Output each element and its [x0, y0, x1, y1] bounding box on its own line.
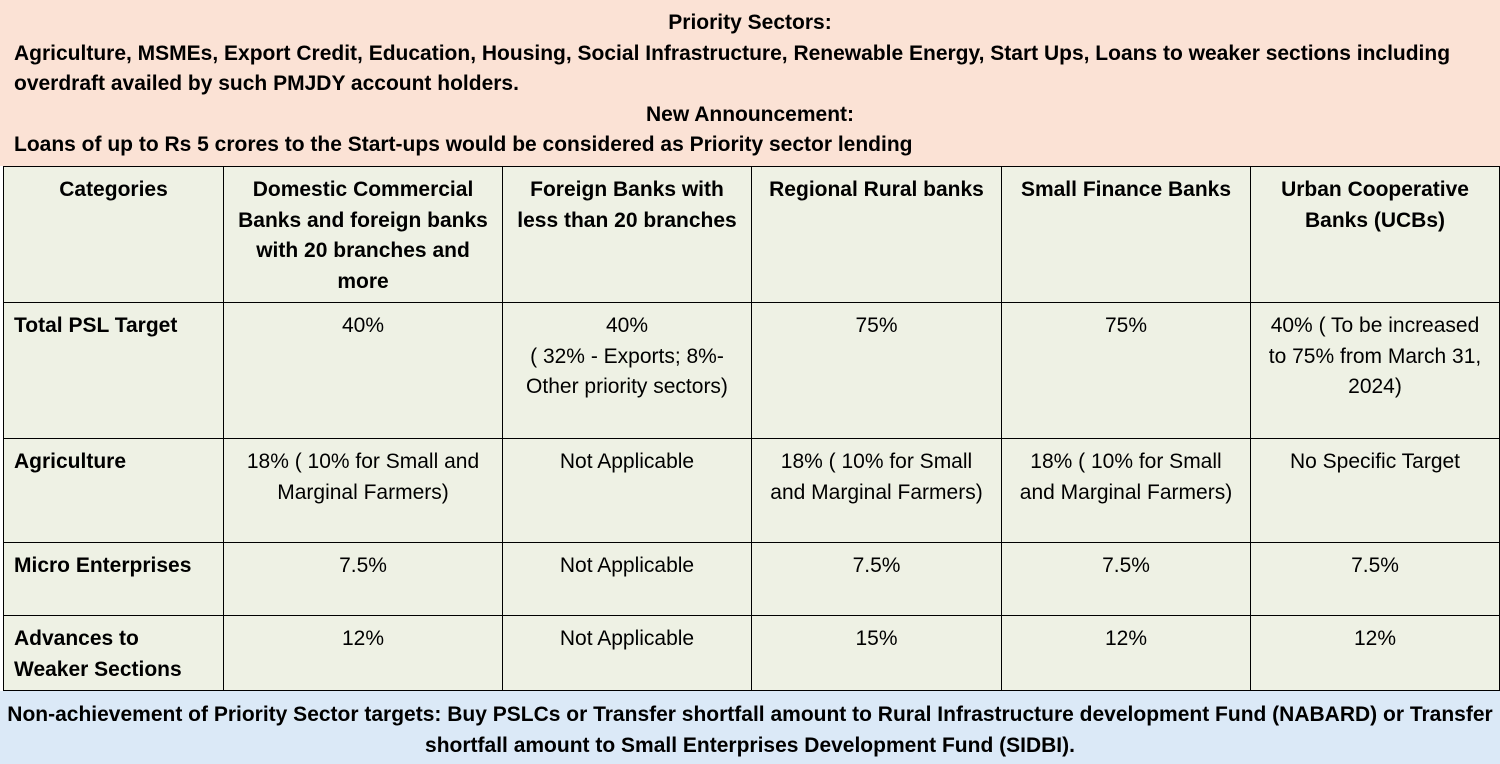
table-row: Micro Enterprises 7.5% Not Applicable 7.… — [3, 542, 1500, 616]
table-cell: 15% — [751, 615, 1002, 691]
table-cell: 12% — [1250, 615, 1500, 691]
table-cell: 75% — [751, 302, 1002, 439]
header-regional-rural-banks: Regional Rural banks — [751, 166, 1002, 303]
table-row: Advances to Weaker Sections 12% Not Appl… — [3, 615, 1500, 691]
table-cell: 7.5% — [1250, 542, 1500, 616]
priority-sectors-title: Priority Sectors: — [668, 11, 832, 34]
table-cell: 12% — [1001, 615, 1251, 691]
table-cell: 7.5% — [223, 542, 503, 616]
header-foreign-banks: Foreign Banks with less than 20 branches — [502, 166, 752, 303]
psl-targets-table: Categories Domestic Commercial Banks and… — [3, 166, 1500, 691]
table-cell: Not Applicable — [502, 615, 752, 691]
table-cell: 7.5% — [1001, 542, 1251, 616]
table-cell: 7.5% — [751, 542, 1002, 616]
table-cell: 40% — [223, 302, 503, 439]
table-row: Total PSL Target 40% 40% ( 32% - Exports… — [3, 302, 1500, 439]
table-cell: 75% — [1001, 302, 1251, 439]
row-label-total-psl-target: Total PSL Target — [3, 302, 224, 439]
table-header-row: Categories Domestic Commercial Banks and… — [3, 166, 1500, 303]
table-cell: 12% — [223, 615, 503, 691]
table-cell: Not Applicable — [502, 542, 752, 616]
table-cell: Not Applicable — [502, 438, 752, 543]
non-achievement-note: Non-achievement of Priority Sector targe… — [0, 691, 1500, 764]
new-announcement-title: New Announcement: — [645, 102, 855, 126]
row-label-agriculture: Agriculture — [3, 438, 224, 543]
table-cell: 18% ( 10% for Small and Marginal Farmers… — [223, 438, 503, 543]
table-cell: 40% ( 32% - Exports; 8%- Other priority … — [502, 302, 752, 439]
cell-line: 40% ( 32% - Exports; 8%- Other priority … — [526, 314, 728, 398]
header-domestic-commercial-banks: Domestic Commercial Banks and foreign ba… — [223, 166, 503, 303]
row-label-micro-enterprises: Micro Enterprises — [3, 542, 224, 616]
header-categories: Categories — [3, 166, 224, 303]
table-cell: No Specific Target — [1250, 438, 1500, 543]
table-row: Agriculture 18% ( 10% for Small and Marg… — [3, 438, 1500, 543]
new-announcement-text: Loans of up to Rs 5 crores to the Start-… — [14, 133, 913, 156]
row-label-advances-weaker-sections: Advances to Weaker Sections — [3, 615, 224, 691]
priority-sectors-panel: Priority Sectors: Agriculture, MSMEs, Ex… — [0, 0, 1500, 166]
header-small-finance-banks: Small Finance Banks — [1001, 166, 1251, 303]
table-cell: 18% ( 10% for Small and Marginal Farmers… — [751, 438, 1002, 543]
table-cell: 18% ( 10% for Small and Marginal Farmers… — [1001, 438, 1251, 543]
table-cell: 40% ( To be increased to 75% from March … — [1250, 302, 1500, 439]
header-urban-cooperative-banks: Urban Cooperative Banks (UCBs) — [1250, 166, 1500, 303]
priority-sectors-list: Agriculture, MSMEs, Export Credit, Educa… — [14, 41, 1451, 96]
